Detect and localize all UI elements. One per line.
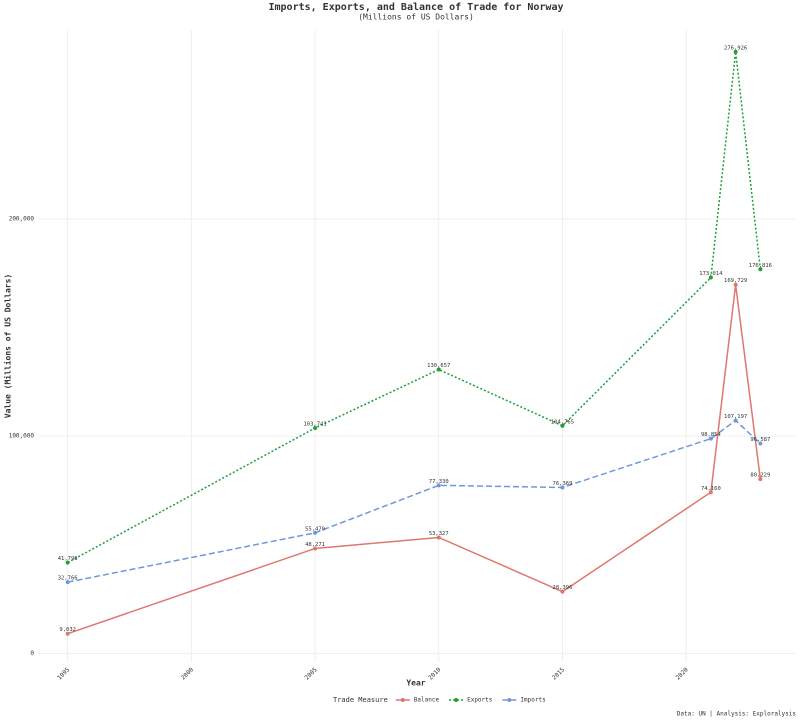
legend-label: Balance — [414, 697, 440, 704]
legend-label: Exports — [467, 697, 493, 704]
data-label: 104,765 — [551, 419, 574, 425]
legend-marker — [507, 698, 512, 702]
legend-marker — [454, 698, 459, 702]
legend-title: Trade Measure — [333, 696, 388, 704]
data-point — [733, 282, 738, 287]
chart-title: Imports, Exports, and Balance of Trade f… — [268, 2, 563, 13]
x-tick-label: 2000 — [180, 666, 195, 681]
data-point — [436, 535, 441, 540]
series-line — [67, 419, 761, 583]
chart-subtitle: (Millions of US Dollars) — [358, 13, 474, 22]
data-label: 130,657 — [427, 363, 450, 369]
data-point — [758, 477, 763, 482]
x-tick-label: 1995 — [56, 666, 71, 681]
data-point — [708, 490, 713, 495]
data-label: 48,271 — [305, 542, 325, 548]
data-label: 96,587 — [750, 437, 770, 443]
x-axis-title: Year — [406, 679, 425, 688]
data-point — [758, 441, 763, 446]
data-point — [708, 436, 713, 441]
data-label: 76,369 — [553, 481, 573, 487]
data-label: 55,470 — [305, 526, 325, 532]
series-line — [67, 51, 762, 564]
data-label: 9,032 — [59, 627, 76, 633]
data-label: 276,926 — [724, 45, 747, 51]
data-label: 173,014 — [699, 271, 723, 277]
data-point — [733, 418, 738, 423]
y-tick-label: 100,000 — [9, 433, 35, 440]
lines — [65, 49, 763, 636]
data-label: 169,729 — [724, 278, 747, 284]
data-label: 80,229 — [750, 473, 770, 479]
data-point — [560, 589, 565, 594]
data-label: 176,816 — [749, 263, 772, 269]
data-point — [313, 546, 318, 551]
legend-label: Imports — [520, 697, 546, 704]
data-point — [65, 580, 70, 585]
data-point — [313, 426, 318, 431]
x-tick-label: 2005 — [303, 666, 318, 681]
data-point — [436, 483, 441, 488]
data-label: 103,741 — [303, 422, 326, 428]
x-tick-label: 2015 — [551, 666, 566, 681]
data-label: 107,197 — [724, 414, 747, 420]
data-point — [65, 631, 70, 636]
data-point — [708, 275, 713, 280]
data-label: 32,766 — [58, 576, 78, 582]
grid: 0 100,000 200,000 1995 2000 2005 2010 2015 2020 — [9, 30, 795, 682]
data-point — [758, 267, 763, 272]
data-label: 28,396 — [553, 585, 573, 591]
legend-marker — [400, 698, 405, 702]
x-tick-label: 2020 — [675, 666, 690, 681]
legend: Trade Measure Balance Exports Imports — [333, 696, 546, 704]
data-label: 77,330 — [429, 479, 449, 485]
data-point — [313, 530, 318, 535]
labels: 9,032 48,271 53,327 28,396 74,160 169,729 80,2… — [58, 45, 772, 633]
data-point — [560, 485, 565, 490]
data-label: 74,160 — [701, 486, 721, 492]
data-point — [436, 367, 441, 372]
caption: Data: UN | Analysis: Exploralysis — [677, 711, 797, 718]
data-label: 98,854 — [701, 432, 722, 438]
data-point — [560, 423, 565, 428]
y-tick-label: 0 — [30, 650, 34, 657]
data-point — [65, 560, 70, 565]
data-label: 41,798 — [58, 556, 78, 562]
y-tick-label: 200,000 — [9, 215, 35, 222]
data-label: 53,327 — [429, 531, 449, 537]
series-line — [67, 284, 762, 635]
data-point — [733, 49, 738, 54]
y-axis-title: Value (Millions of US Dollars) — [3, 274, 13, 419]
x-tick-label: 2010 — [427, 666, 442, 681]
